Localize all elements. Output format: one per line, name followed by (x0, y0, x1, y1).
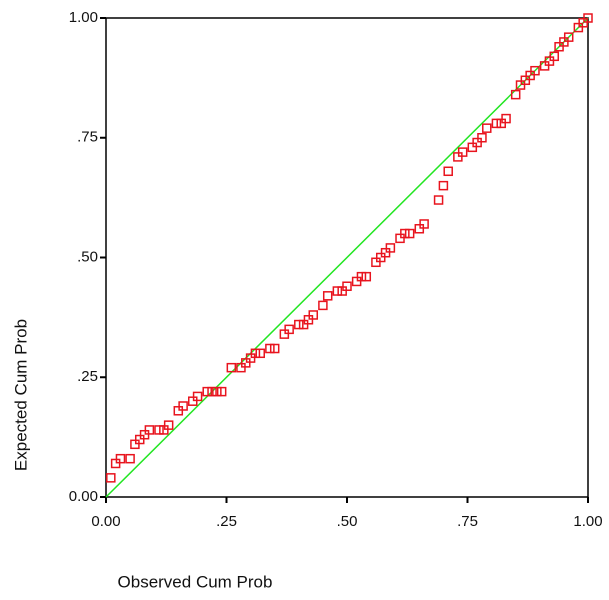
point (250, 348, 261, 359)
point (106, 473, 116, 483)
point (337, 286, 347, 296)
point (163, 420, 174, 430)
point (554, 41, 564, 52)
point (438, 180, 449, 191)
point (202, 386, 212, 397)
point (404, 228, 415, 239)
point (255, 348, 265, 359)
point (159, 425, 169, 435)
point (496, 118, 506, 129)
point (482, 123, 492, 133)
y-tick-label: .25 (77, 368, 98, 385)
point (115, 453, 126, 464)
point (322, 291, 333, 301)
point (472, 137, 482, 148)
point (400, 228, 410, 239)
x-tick-label: 0.00 (91, 513, 120, 530)
point (236, 362, 246, 373)
point (371, 257, 381, 268)
point (245, 353, 256, 363)
y-tick-label: 0.00 (69, 488, 98, 505)
point (139, 429, 150, 440)
point (573, 22, 584, 33)
point (544, 56, 555, 66)
point (144, 425, 155, 435)
y-axis-label: Expected Cum Prob (11, 319, 30, 471)
point (173, 406, 184, 416)
x-axis-label: Observed Cum Prob (118, 572, 273, 591)
point (284, 324, 294, 335)
y-tick-label: .75 (77, 129, 98, 146)
point (269, 343, 280, 354)
point (539, 61, 550, 71)
point (457, 147, 468, 157)
point (515, 80, 526, 90)
x-tick-label: .50 (337, 513, 358, 530)
point (525, 70, 535, 81)
point (510, 89, 521, 100)
point (125, 453, 135, 464)
point (443, 166, 453, 177)
point (467, 142, 478, 153)
point (563, 32, 574, 42)
y-tick-label: 1.00 (69, 9, 98, 26)
point (130, 439, 140, 450)
point (578, 18, 588, 28)
point (433, 195, 444, 205)
point (188, 396, 198, 406)
reference-line (105, 17, 589, 498)
point (530, 65, 540, 76)
point (395, 233, 405, 244)
point (453, 152, 463, 162)
point (279, 329, 290, 339)
point (212, 386, 222, 397)
point (419, 219, 429, 229)
point (491, 118, 502, 129)
point (308, 310, 319, 320)
point (356, 271, 367, 282)
point (134, 434, 145, 445)
point (501, 113, 511, 124)
point (241, 358, 251, 368)
point (342, 281, 352, 291)
point (298, 319, 309, 330)
point (294, 319, 304, 330)
point (414, 224, 425, 234)
point (583, 13, 593, 23)
point (192, 391, 203, 402)
point (549, 51, 560, 62)
point (375, 252, 386, 263)
point (385, 243, 396, 253)
point (351, 276, 362, 287)
point (559, 37, 569, 47)
point (178, 401, 188, 411)
point (303, 315, 314, 325)
y-tick-label: .50 (77, 248, 98, 265)
point (226, 362, 237, 373)
point (477, 133, 487, 143)
point (380, 247, 391, 258)
point (265, 343, 275, 354)
point (520, 75, 531, 86)
x-tick-label: .75 (457, 513, 478, 530)
point (361, 271, 372, 282)
point (318, 300, 328, 311)
point (332, 286, 343, 296)
point (110, 458, 121, 469)
point (216, 386, 227, 397)
point (207, 386, 217, 397)
x-tick-label: .25 (216, 513, 237, 530)
x-tick-label: 1.00 (573, 513, 602, 530)
point (154, 425, 164, 435)
